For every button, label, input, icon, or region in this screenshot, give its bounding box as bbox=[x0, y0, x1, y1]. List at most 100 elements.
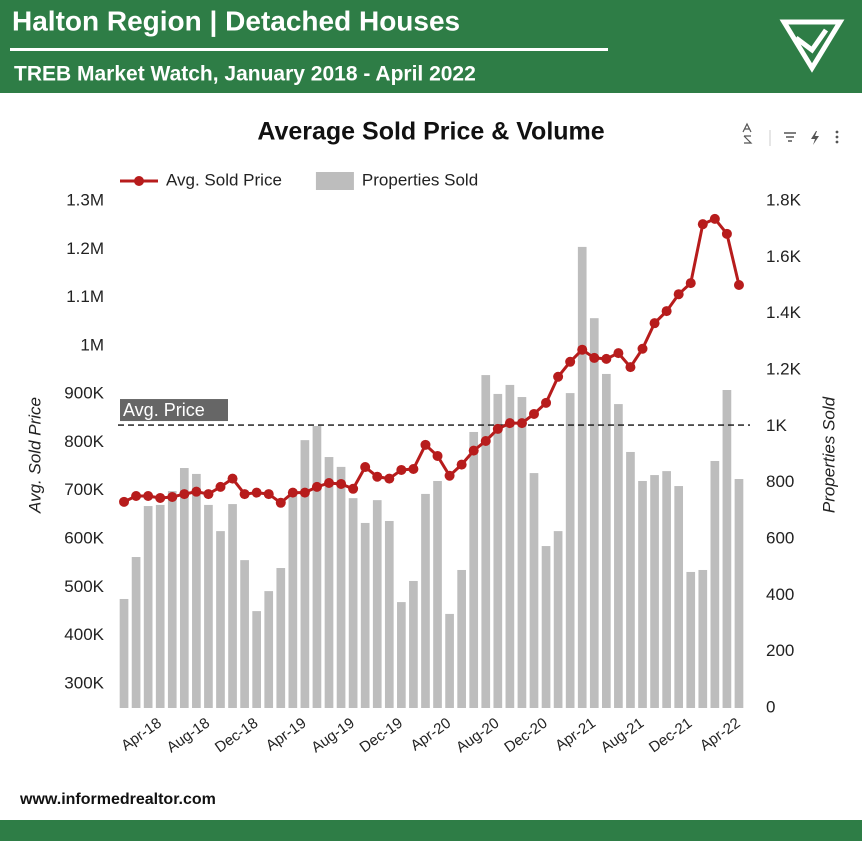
price-point bbox=[637, 343, 648, 354]
price-point bbox=[565, 356, 576, 367]
legend-dot bbox=[134, 176, 144, 186]
x-tick-label: Dec-20 bbox=[501, 715, 550, 757]
x-tick-label: Apr-21 bbox=[552, 715, 599, 755]
y2-tick-label: 400 bbox=[766, 585, 794, 604]
price-point bbox=[239, 489, 250, 500]
bar bbox=[457, 569, 466, 708]
bar bbox=[517, 397, 527, 708]
y2-tick-label: 800 bbox=[766, 472, 794, 491]
bar bbox=[336, 466, 346, 708]
bar bbox=[252, 611, 262, 708]
price-point bbox=[601, 353, 612, 364]
avg-price-label: Avg. Price bbox=[123, 400, 205, 420]
bar bbox=[445, 613, 454, 708]
bar bbox=[553, 531, 563, 708]
x-tick-label: Apr-18 bbox=[118, 715, 165, 755]
bar bbox=[131, 557, 141, 708]
price-point bbox=[263, 489, 274, 500]
price-point bbox=[143, 491, 154, 502]
bar bbox=[360, 522, 370, 708]
y2-tick-label: 1.6K bbox=[766, 247, 802, 266]
legend-swatch bbox=[315, 172, 354, 190]
price-point bbox=[673, 289, 684, 300]
price-point bbox=[444, 470, 455, 481]
bar bbox=[589, 318, 599, 708]
price-point bbox=[504, 418, 515, 429]
price-point bbox=[408, 463, 419, 474]
bar bbox=[469, 431, 479, 708]
y-tick-label: 400K bbox=[64, 625, 104, 644]
price-point bbox=[516, 418, 527, 429]
y-tick-label: 600K bbox=[64, 528, 104, 547]
y-tick-label: 900K bbox=[64, 384, 104, 403]
chart-toolbar[interactable] bbox=[742, 122, 839, 146]
bar bbox=[397, 602, 406, 708]
price-point bbox=[709, 213, 720, 224]
price-point bbox=[348, 483, 359, 494]
bar bbox=[529, 473, 539, 708]
bar bbox=[698, 569, 708, 708]
bar bbox=[481, 375, 491, 708]
price-point bbox=[311, 481, 322, 492]
chart-title: Average Sold Price & Volume bbox=[257, 118, 604, 146]
bar bbox=[710, 460, 720, 708]
x-tick-label: Aug-21 bbox=[598, 715, 647, 757]
avg-price-label-bg bbox=[120, 399, 228, 422]
more-icon[interactable] bbox=[835, 130, 839, 144]
y2-axis-label: Properties Sold bbox=[819, 396, 838, 513]
price-point bbox=[372, 471, 383, 482]
footer-band bbox=[0, 820, 862, 841]
bar bbox=[638, 480, 647, 708]
bar bbox=[240, 560, 249, 708]
y2-tick-label: 0 bbox=[766, 697, 775, 716]
bar bbox=[662, 471, 671, 708]
y2-tick-label: 1.8K bbox=[766, 190, 802, 209]
y2-tick-label: 1.4K bbox=[766, 303, 802, 322]
bar bbox=[155, 504, 165, 708]
bar bbox=[228, 504, 237, 708]
bolt-icon[interactable] bbox=[811, 131, 819, 145]
bar bbox=[179, 468, 189, 708]
price-point bbox=[167, 491, 178, 502]
y-tick-label: 800K bbox=[64, 432, 104, 451]
x-tick-label: Aug-20 bbox=[453, 715, 502, 757]
bar bbox=[143, 506, 153, 708]
price-point bbox=[420, 439, 431, 450]
bar bbox=[626, 451, 635, 708]
price-point bbox=[661, 306, 672, 317]
price-point bbox=[203, 489, 214, 500]
price-point bbox=[697, 219, 708, 230]
price-point bbox=[155, 492, 166, 503]
y2-tick-label: 1K bbox=[766, 416, 787, 435]
price-point bbox=[251, 487, 262, 498]
legend-label: Properties Sold bbox=[362, 170, 478, 189]
bar bbox=[372, 500, 382, 708]
bar bbox=[577, 246, 587, 708]
plot: 300K 400K 500K 600K 700K 800K 900K 1M 1.1M 1.2M 1.… bbox=[64, 170, 801, 756]
bar bbox=[565, 393, 575, 708]
y-tick-label: 700K bbox=[64, 480, 104, 499]
price-point bbox=[360, 462, 371, 473]
price-point bbox=[227, 473, 238, 484]
price-point bbox=[685, 278, 696, 289]
price-point bbox=[432, 450, 443, 461]
x-tick-label: Aug-19 bbox=[308, 715, 357, 757]
x-tick-label: Dec-18 bbox=[212, 715, 261, 757]
y-tick-label: 1.3M bbox=[66, 190, 104, 209]
price-point bbox=[215, 481, 226, 492]
x-tick-label: Aug-18 bbox=[164, 715, 213, 757]
filter-icon[interactable] bbox=[784, 132, 796, 142]
price-point bbox=[733, 280, 744, 291]
price-point bbox=[721, 228, 732, 239]
bar bbox=[300, 440, 310, 708]
price-point bbox=[613, 348, 624, 359]
logo bbox=[779, 19, 845, 73]
y2-tick-label: 200 bbox=[766, 641, 794, 660]
bar bbox=[601, 373, 611, 708]
price-point bbox=[191, 486, 202, 497]
bar bbox=[722, 389, 732, 708]
sort-icon[interactable] bbox=[742, 122, 753, 144]
price-point bbox=[492, 423, 503, 434]
bar bbox=[264, 591, 274, 708]
